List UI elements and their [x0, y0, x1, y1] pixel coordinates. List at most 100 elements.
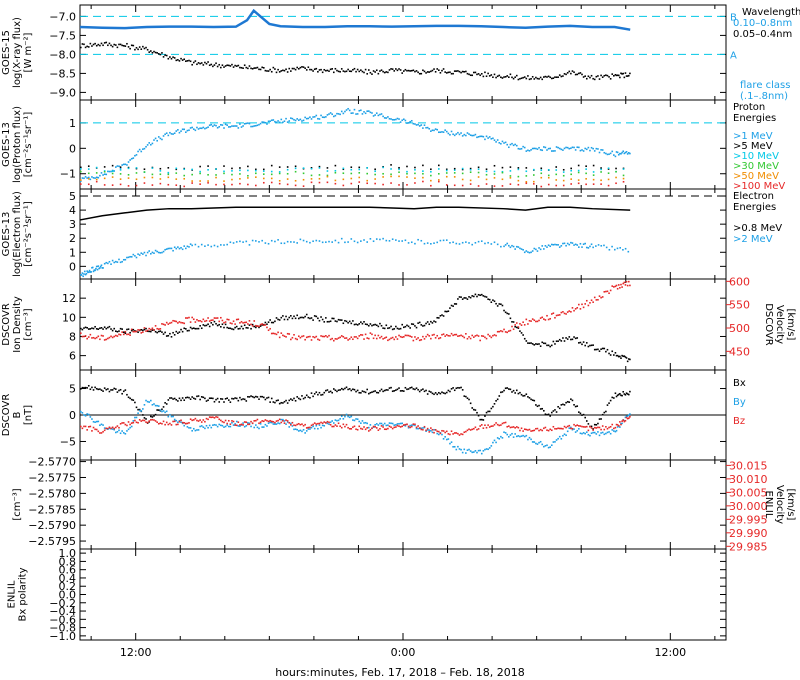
data-point — [585, 342, 588, 344]
data-point — [531, 343, 534, 345]
data-point — [239, 425, 241, 427]
data-point — [444, 436, 446, 438]
data-point — [625, 416, 628, 419]
data-point — [231, 63, 233, 66]
data-point — [461, 389, 464, 391]
data-point — [291, 425, 294, 427]
data-point — [92, 177, 95, 179]
data-point — [549, 76, 551, 79]
data-point — [450, 72, 453, 75]
data-point — [495, 76, 497, 79]
data-point — [199, 319, 201, 322]
data-point — [150, 50, 152, 52]
data-point — [430, 130, 432, 132]
data-point — [396, 117, 399, 120]
data-point — [484, 138, 486, 141]
data-point — [339, 418, 341, 420]
data-point — [243, 321, 246, 324]
data-point — [422, 127, 424, 129]
data-point — [199, 172, 201, 175]
data-point — [110, 44, 112, 47]
data-point — [627, 74, 630, 77]
data-point — [406, 176, 408, 178]
data-point — [105, 261, 108, 264]
data-point — [282, 420, 284, 422]
data-point — [622, 168, 625, 170]
data-point — [283, 318, 286, 321]
data-point — [576, 429, 579, 432]
data-point — [422, 170, 424, 172]
data-point — [321, 393, 324, 396]
data-point — [204, 61, 206, 64]
legend-entry: >100 MeV — [733, 181, 785, 192]
data-point — [598, 78, 601, 80]
data-point — [477, 185, 480, 187]
data-point — [619, 152, 621, 155]
data-point — [103, 429, 106, 432]
data-point — [169, 332, 171, 335]
y-tick-label: 0.8 — [59, 555, 77, 568]
data-point — [191, 180, 193, 182]
data-point — [270, 332, 273, 335]
data-point — [508, 425, 510, 427]
data-point — [202, 324, 205, 326]
data-point — [312, 423, 314, 426]
data-point — [328, 421, 330, 424]
data-point — [315, 335, 318, 338]
data-point — [113, 327, 116, 330]
data-point — [266, 419, 268, 422]
data-point — [605, 290, 607, 293]
data-point — [258, 427, 260, 430]
data-point — [563, 425, 566, 428]
data-point — [234, 397, 236, 399]
data-point — [321, 335, 324, 338]
data-point — [243, 425, 246, 428]
data-point — [442, 392, 445, 394]
data-point — [329, 112, 332, 114]
data-point — [197, 429, 200, 431]
right-y-label: Velocity — [774, 305, 785, 344]
data-point — [212, 65, 214, 68]
data-point — [619, 76, 621, 79]
data-point — [142, 329, 144, 332]
data-point — [181, 128, 184, 131]
data-point — [480, 418, 483, 421]
data-point — [565, 401, 567, 404]
data-point — [119, 183, 122, 186]
data-point — [366, 337, 369, 339]
data-point — [382, 115, 384, 118]
data-point — [290, 241, 292, 243]
data-point — [242, 241, 244, 243]
data-point — [398, 240, 400, 242]
data-point — [439, 314, 442, 317]
data-point — [453, 172, 456, 174]
data-point — [617, 355, 620, 358]
data-point — [380, 388, 383, 391]
data-point — [473, 451, 475, 453]
data-point — [231, 178, 233, 181]
data-point — [172, 133, 174, 135]
data-point — [288, 426, 291, 428]
data-point — [527, 75, 529, 77]
data-point — [533, 78, 536, 80]
data-point — [536, 250, 539, 252]
data-point — [557, 146, 559, 149]
data-point — [344, 319, 346, 322]
data-point — [364, 391, 367, 394]
data-point — [221, 124, 224, 126]
data-point — [297, 119, 300, 121]
data-point — [242, 422, 244, 424]
data-point — [571, 338, 574, 341]
data-point — [372, 425, 375, 428]
data-point — [318, 174, 321, 176]
data-point — [132, 44, 135, 47]
data-point — [598, 350, 601, 352]
data-point — [165, 132, 168, 134]
data-point — [420, 389, 423, 391]
data-point — [525, 77, 528, 80]
y-tick-label: 5 — [69, 190, 76, 203]
data-point — [272, 423, 275, 425]
data-point — [255, 240, 257, 242]
data-point — [175, 320, 178, 323]
